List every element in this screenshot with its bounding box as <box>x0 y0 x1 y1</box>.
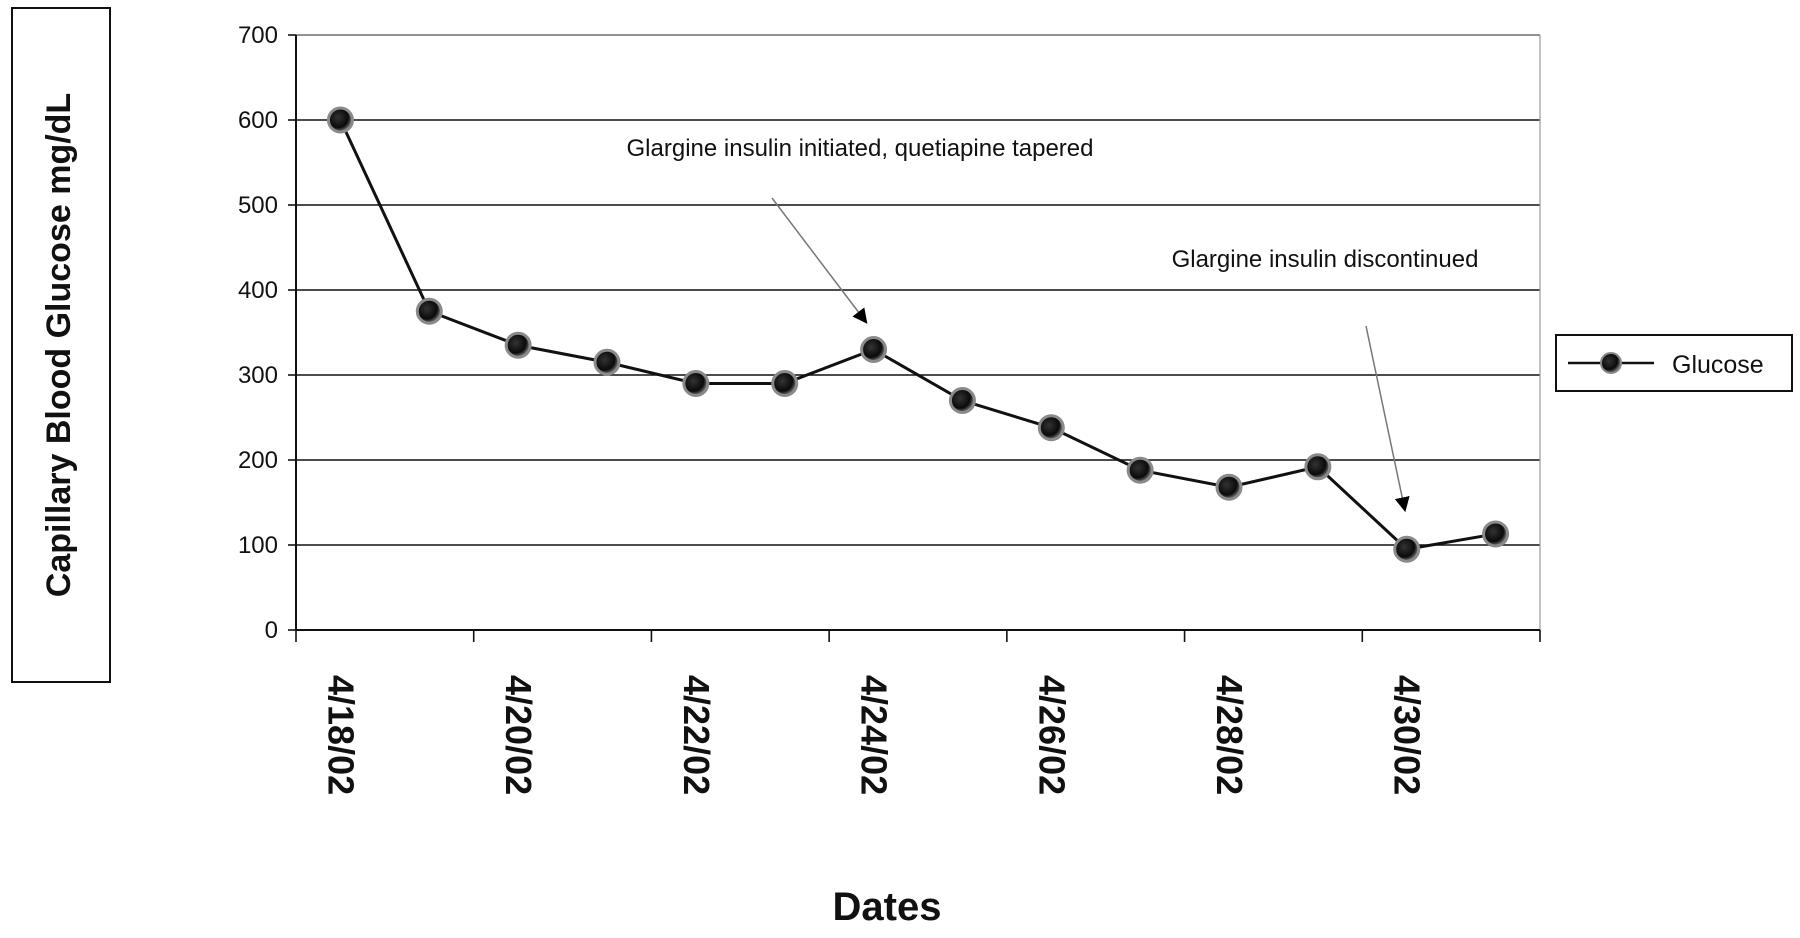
y-tick-label: 700 <box>238 22 278 49</box>
y-tick-label: 300 <box>238 362 278 389</box>
y-tick-label: 500 <box>238 192 278 219</box>
data-point <box>1126 456 1154 484</box>
data-point <box>1482 520 1510 548</box>
legend-label-glucose: Glucose <box>1672 351 1764 379</box>
data-point <box>771 370 799 397</box>
x-tick-label: 4/20/02 <box>498 675 539 795</box>
series-glucose <box>326 106 1510 563</box>
annotation-arrow <box>1365 325 1410 513</box>
x-tick-label: 4/18/02 <box>320 675 361 795</box>
annotation-arrow <box>771 197 868 324</box>
data-point <box>948 387 976 414</box>
annotation-text: Glargine insulin discontinued <box>1172 246 1479 273</box>
x-tick-label: 4/26/02 <box>1031 675 1072 795</box>
legend: Glucose <box>1555 334 1793 392</box>
y-tick-label: 200 <box>238 447 278 474</box>
x-tick-label: 4/24/02 <box>854 675 895 795</box>
y-tick-label: 100 <box>238 532 278 559</box>
gridlines <box>296 34 1540 546</box>
data-point <box>504 331 532 359</box>
annotations: Glargine insulin initiated, quetiapine t… <box>627 135 1479 513</box>
y-axis-title-box: Capillary Blood Glucose mg/dL <box>11 7 111 683</box>
x-tick-labels: 4/18/02 4/20/02 4/22/02 4/24/02 4/26/02 4/28/… <box>295 630 1541 795</box>
data-point <box>1393 535 1421 563</box>
data-point <box>1215 473 1243 501</box>
data-point <box>1037 414 1065 442</box>
annotation-text: Glargine insulin initiated, quetiapine t… <box>627 135 1094 162</box>
y-tick-label: 600 <box>238 107 278 134</box>
x-tick-label: 4/30/02 <box>1387 675 1428 795</box>
data-point <box>682 370 710 397</box>
data-point <box>1304 453 1332 481</box>
legend-marker <box>1600 352 1622 374</box>
y-tick-label: 0 <box>265 617 278 644</box>
x-tick-label: 4/28/02 <box>1209 675 1250 795</box>
data-point <box>326 106 354 134</box>
y-tick-label: 400 <box>238 277 278 304</box>
data-point <box>860 336 888 363</box>
y-tick-labels: 0 100 200 300 400 500 600 700 <box>238 22 296 644</box>
series-line-glucose <box>339 119 1496 551</box>
x-tick-label: 4/22/02 <box>676 675 717 795</box>
y-axis-title: Capillary Blood Glucose mg/dL <box>40 93 78 597</box>
axes <box>295 34 1541 631</box>
data-point <box>593 348 621 376</box>
x-axis-title: Dates <box>833 885 942 929</box>
data-point <box>415 297 443 325</box>
